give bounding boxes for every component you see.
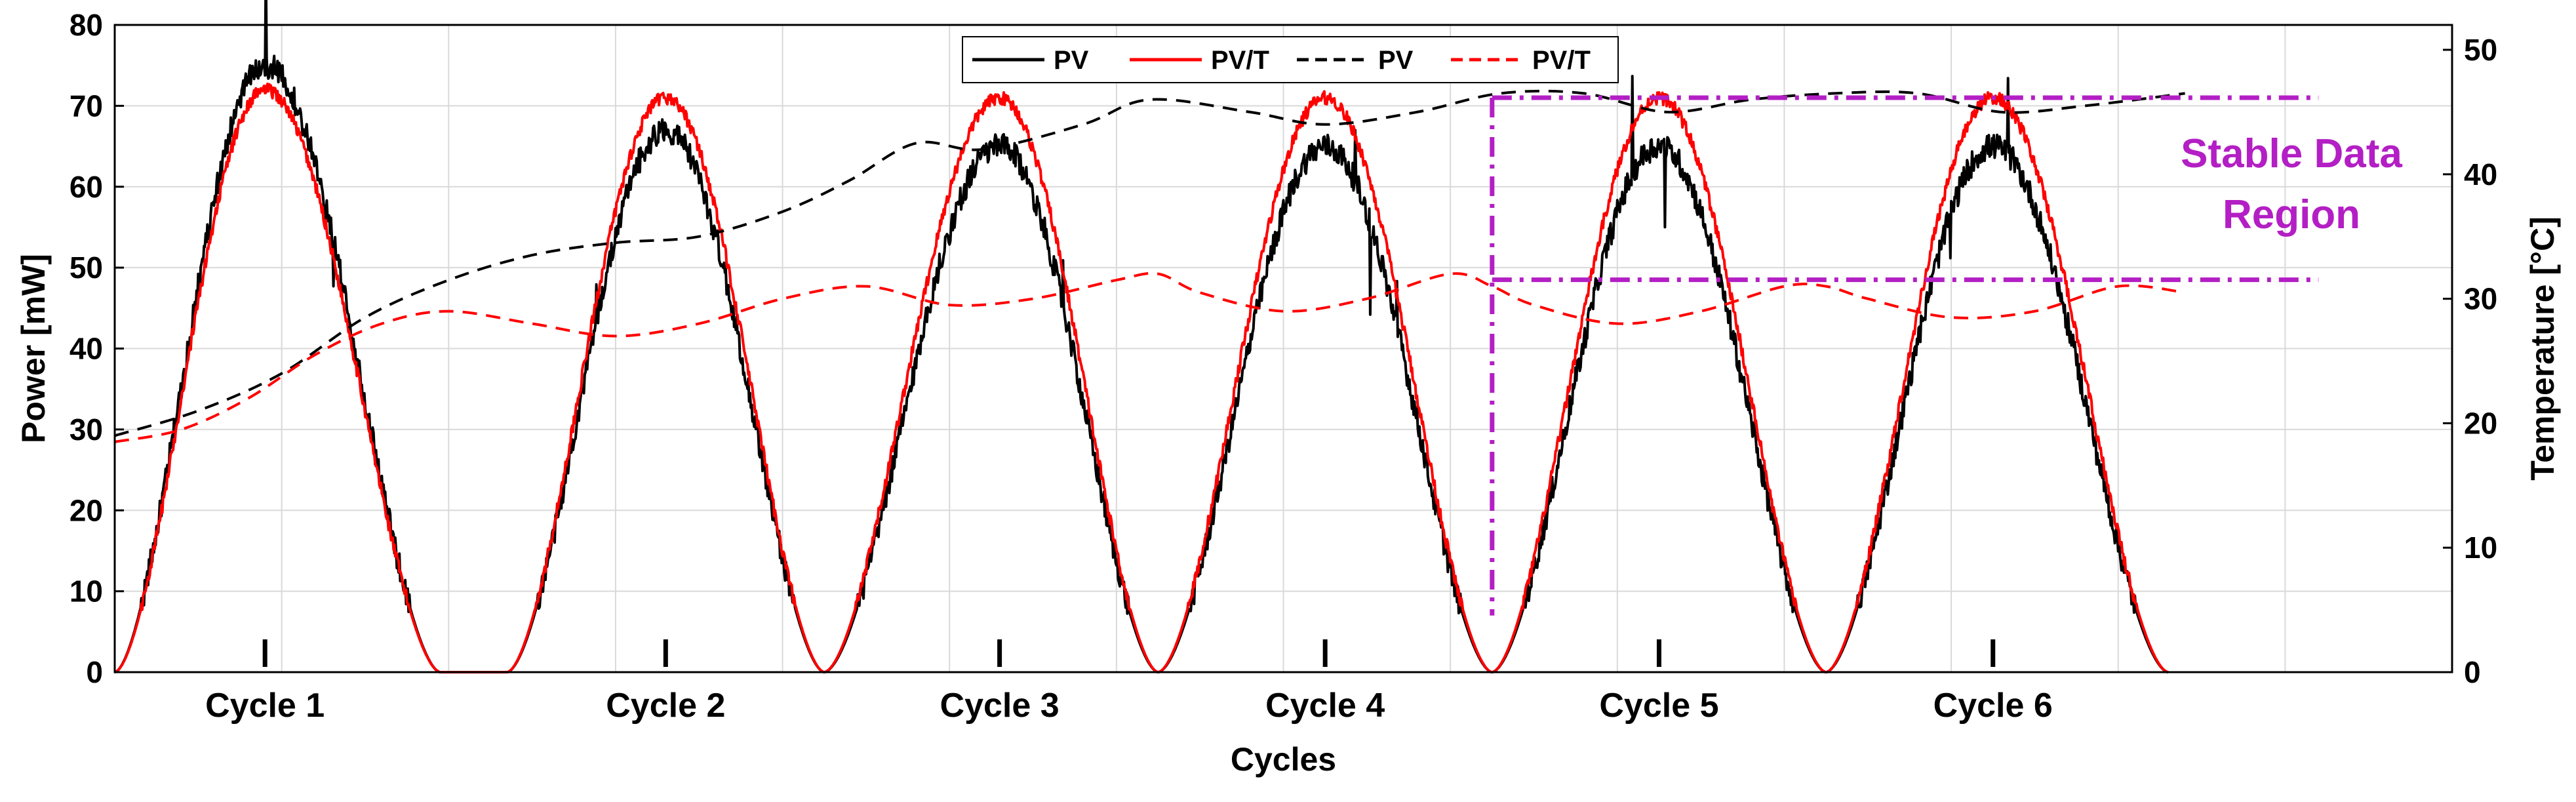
y-right-tick-label: 30 <box>2464 282 2497 316</box>
y-axis-left-title: Power [mW] <box>15 254 52 443</box>
cycle-tick-label: Cycle 4 <box>1265 687 1385 725</box>
y-right-tick-label: 50 <box>2464 33 2497 67</box>
y-left-tick-label: 10 <box>69 574 103 609</box>
y-left-tick-label: 60 <box>69 170 103 204</box>
y-left-tick-label: 20 <box>69 493 103 527</box>
grid <box>115 25 2452 672</box>
y-axis-right-title: Temperature [°C] <box>2524 216 2561 480</box>
pv-temperature-series <box>114 89 2185 437</box>
y-right-tick-label: 10 <box>2464 531 2497 565</box>
axes: 0 10 20 30 40 50 60 70 80 0 10 20 30 40 50 Cycle 1 Cycle… <box>15 8 2561 778</box>
y-left-tick-label: 0 <box>86 655 103 689</box>
cycle-tick-label: Cycle 1 <box>205 687 325 725</box>
legend-label: PV/T <box>1211 46 1269 75</box>
legend-box <box>962 36 1619 83</box>
y-left-tick-label: 30 <box>69 412 103 447</box>
annotation-layer: Stable Data Region <box>1490 95 2402 616</box>
y-right-tick-label: 40 <box>2464 157 2497 191</box>
series-layer <box>114 0 2185 673</box>
cycle-tick-label: Cycle 2 <box>606 687 725 725</box>
cycle-tick-label: Cycle 6 <box>1933 687 2053 725</box>
y-left-tick-label: 50 <box>69 251 103 285</box>
legend-label: PV <box>1054 46 1089 75</box>
y-left-tick-label: 40 <box>69 332 103 366</box>
legend-label: PV/T <box>1532 46 1591 75</box>
y-left-tick-label: 80 <box>69 8 103 42</box>
pvt-temperature-series <box>114 271 2185 443</box>
y-right-tick-label: 0 <box>2464 655 2481 689</box>
legend: PV PV/T PV PV/T <box>962 36 1619 83</box>
annotation-text-line-1: Stable Data <box>2181 131 2402 176</box>
cycle-tick-label: Cycle 3 <box>940 687 1060 725</box>
x-axis-title: Cycles <box>1231 741 1336 778</box>
cycle-tick-label: Cycle 5 <box>1599 687 1718 725</box>
legend-label: PV <box>1378 46 1414 75</box>
y-left-tick-label: 70 <box>69 89 103 123</box>
annotation-text-line-2: Region <box>2223 192 2360 237</box>
y-right-tick-label: 20 <box>2464 406 2497 440</box>
pvt-power-series <box>114 82 2169 673</box>
